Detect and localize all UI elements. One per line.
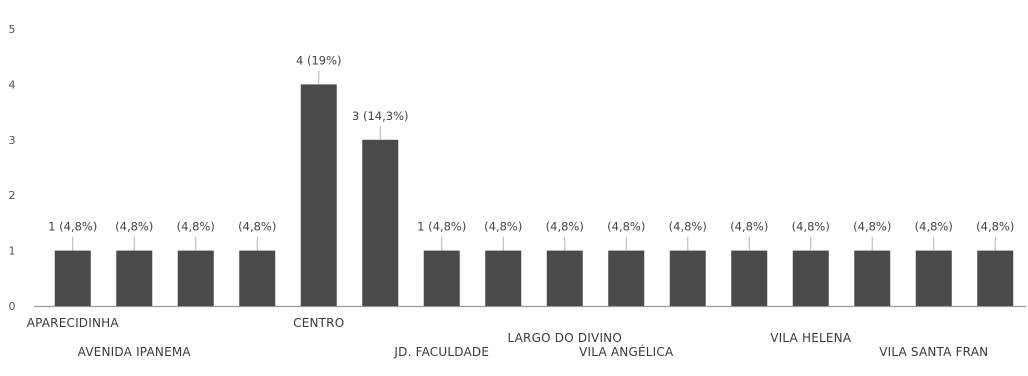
data-labels: 1 (4,8%) (4,8%) (4,8%) (4,8%) 4 (19%) 3 (14,3…	[48, 53, 1014, 251]
category-label: CENTRO	[293, 316, 344, 330]
bar	[854, 250, 891, 306]
category-label: VILA HELENA	[770, 331, 852, 345]
bar	[423, 250, 460, 306]
y-tick-label: 4	[9, 78, 16, 91]
bar	[54, 250, 91, 306]
data-label: (4,8%)	[177, 220, 215, 234]
bar	[239, 250, 276, 306]
data-label: (4,8%)	[792, 220, 830, 234]
bars	[54, 84, 1014, 307]
data-label: (4,8%)	[546, 220, 584, 234]
y-tick-label: 2	[9, 189, 16, 202]
category-label: VILA SANTA FRAN	[879, 345, 988, 359]
y-tick-label: 0	[9, 300, 16, 313]
data-label: (4,8%)	[115, 220, 153, 234]
data-label: 4 (19%)	[296, 53, 342, 67]
category-label: JD. FACULDADE	[393, 345, 489, 359]
data-label: 1 (4,8%)	[48, 220, 97, 234]
y-tick-label: 1	[9, 245, 16, 258]
data-label: 3 (14,3%)	[352, 109, 408, 123]
bar	[608, 250, 645, 306]
bar	[485, 250, 522, 306]
y-tick-label: 3	[9, 134, 16, 147]
category-label: VILA ANGÉLICA	[579, 344, 674, 359]
bar	[792, 250, 829, 306]
y-axis-ticks: 0 1 2 3 4 5	[9, 23, 16, 313]
bar	[362, 139, 399, 306]
bar	[177, 250, 214, 306]
bar	[915, 250, 952, 306]
category-label: APARECIDINHA	[27, 316, 120, 330]
bar	[731, 250, 768, 306]
category-labels: APARECIDINHA AVENIDA IPANEMA CENTRO JD. FAC…	[27, 316, 988, 359]
data-label: (4,8%)	[607, 220, 645, 234]
bar	[300, 84, 337, 307]
data-label: 1 (4,8%)	[417, 220, 466, 234]
data-label: (4,8%)	[238, 220, 276, 234]
bar	[977, 250, 1014, 306]
category-label: AVENIDA IPANEMA	[78, 345, 192, 359]
data-label: (4,8%)	[730, 220, 768, 234]
bar	[669, 250, 706, 306]
data-label: (4,8%)	[853, 220, 891, 234]
bar	[546, 250, 583, 306]
data-label: (4,8%)	[669, 220, 707, 234]
category-label: LARGO DO DIVINO	[507, 331, 622, 345]
bar	[116, 250, 153, 306]
data-label: (4,8%)	[915, 220, 953, 234]
data-label: (4,8%)	[484, 220, 522, 234]
data-label: (4,8%)	[976, 220, 1014, 234]
y-tick-label: 5	[9, 23, 16, 36]
